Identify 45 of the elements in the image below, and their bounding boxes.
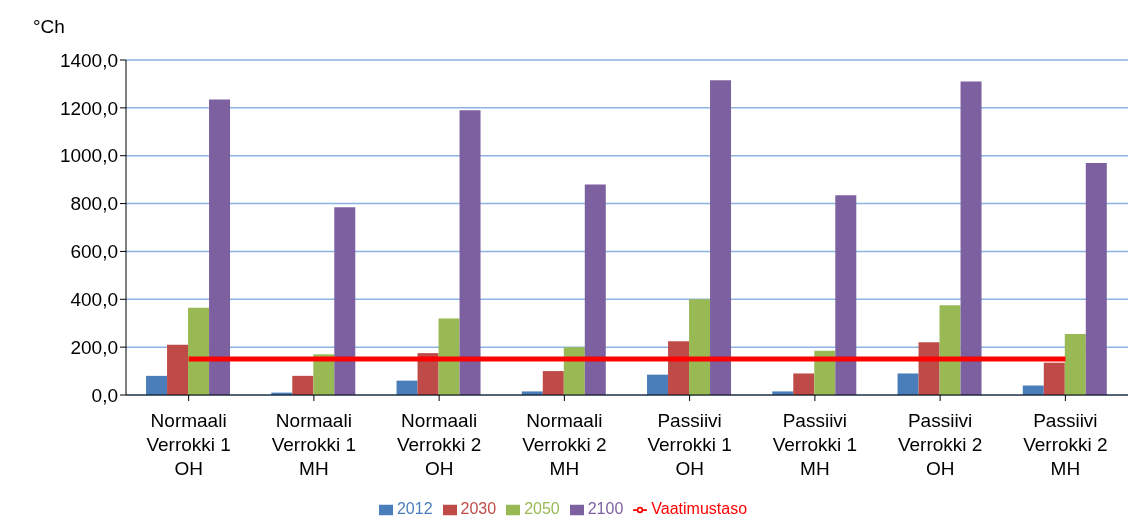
bar (188, 307, 210, 395)
bar (292, 375, 314, 395)
legend-label: 2030 (460, 500, 497, 517)
x-tick-label: Normaali Verrokki 2 MH (522, 410, 607, 479)
bar (584, 184, 606, 395)
bar (1022, 385, 1044, 395)
x-tick-label: Passiivi Verrokki 1 OH (647, 410, 732, 479)
x-tick-label: Normaali Verrokki 1 MH (271, 410, 357, 479)
x-tick-label: Normaali Verrokki 2 OH (396, 410, 482, 479)
legend-label: 2100 (587, 500, 624, 517)
bar (689, 299, 711, 395)
legend-label: 2050 (524, 500, 560, 517)
bar (710, 80, 732, 395)
y-tick-label: 1200,0 (59, 97, 118, 119)
bar (459, 110, 481, 395)
bar (835, 195, 857, 395)
y-tick-label: 400,0 (70, 289, 118, 311)
y-tick-label: 1000,0 (59, 145, 118, 167)
y-tick-label: 600,0 (70, 241, 118, 263)
bar (146, 375, 168, 395)
bar (1043, 362, 1065, 395)
bar (647, 374, 669, 395)
bar (438, 318, 460, 395)
bar (396, 380, 418, 395)
x-tick-label: Passiivi Verrokki 2 OH (897, 410, 983, 479)
y-tick-label: 200,0 (70, 336, 118, 358)
bar (167, 344, 189, 395)
legend-label: 2012 (396, 500, 433, 517)
bar (960, 81, 982, 395)
x-tick-label: Passiivi Verrokki 1 MH (772, 410, 858, 479)
x-tick-label: Passiivi Verrokki 2 MH (1023, 410, 1108, 479)
x-tick-label: Normaali Verrokki 1 OH (146, 410, 231, 479)
bar (209, 99, 231, 395)
bar (1085, 162, 1107, 395)
y-tick-label: 1400,0 (59, 49, 118, 71)
bar (793, 373, 815, 395)
bar (334, 207, 356, 395)
bar (939, 305, 961, 395)
y-axis-title: °Ch (33, 16, 65, 38)
bar (897, 373, 919, 395)
bar (1064, 333, 1086, 395)
bar (542, 371, 564, 395)
y-tick-label: 0,0 (91, 384, 118, 406)
legend-label: Vaatimustaso (651, 500, 748, 517)
y-tick-label: 800,0 (70, 193, 118, 215)
